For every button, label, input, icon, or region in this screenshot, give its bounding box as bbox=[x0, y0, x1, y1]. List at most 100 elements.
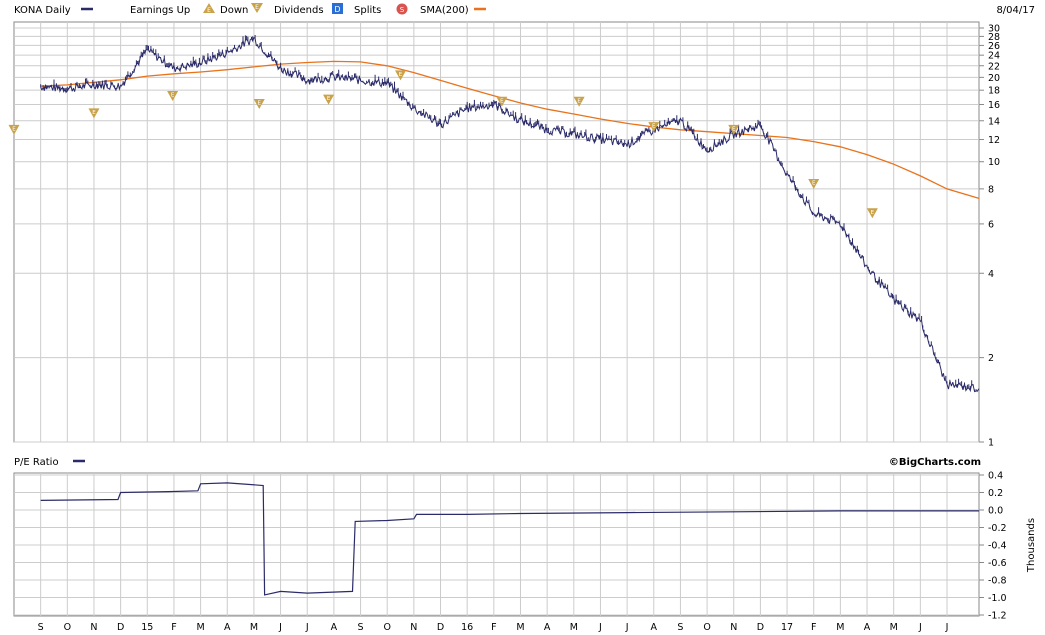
price-y-tick-label: 20 bbox=[988, 73, 1000, 84]
earnings-marker: E bbox=[648, 122, 660, 133]
x-tick-label: J bbox=[598, 622, 602, 633]
price-y-tick-label: 28 bbox=[988, 32, 1000, 43]
earnings-marker-shape bbox=[496, 96, 508, 107]
pe-y-tick-label: -0.4 bbox=[988, 541, 1007, 552]
earnings-marker: E bbox=[88, 108, 100, 119]
price-y-tick-label: 1 bbox=[988, 438, 994, 449]
earnings-marker: E bbox=[866, 208, 878, 219]
earnings-marker-shape bbox=[866, 208, 878, 219]
svg-text:D: D bbox=[334, 5, 340, 14]
x-tick-label: N bbox=[730, 622, 737, 633]
sma-200-line bbox=[40, 60, 980, 200]
pe-y-tick-label: 0.0 bbox=[988, 506, 1003, 517]
x-tick-label: M bbox=[516, 622, 524, 633]
pe-y-axis: 0.4 0.2 0.0 -0.2 -0.4 -0.6 -0.8 -1.0 -1.2 bbox=[979, 471, 1007, 622]
price-y-tick-label: 8 bbox=[988, 184, 994, 195]
price-y-tick-label: 14 bbox=[988, 116, 1000, 127]
x-tick-label: N bbox=[90, 622, 97, 633]
price-y-tick-label: 2 bbox=[988, 353, 994, 364]
earnings-marker-label: E bbox=[399, 72, 403, 78]
earnings-label: Earnings Up bbox=[130, 5, 190, 16]
pe-y-tick-label: -1.0 bbox=[988, 593, 1007, 604]
pe-y-tick-label: 0.4 bbox=[988, 471, 1003, 482]
svg-text:E: E bbox=[255, 4, 259, 11]
pe-grid bbox=[14, 473, 979, 616]
earnings-marker: E bbox=[395, 70, 407, 81]
earnings-marker-label: E bbox=[871, 210, 875, 216]
x-tick-label: D bbox=[757, 622, 764, 633]
pe-y-tick-label: -0.2 bbox=[988, 523, 1007, 534]
x-tick-label: D bbox=[437, 622, 444, 633]
earnings-up-icon: E bbox=[203, 3, 215, 14]
price-y-tick-label: 22 bbox=[988, 61, 1000, 72]
price-y-tick-label: 26 bbox=[988, 41, 1000, 52]
splits-icon: S bbox=[396, 3, 408, 15]
svg-text:E: E bbox=[207, 7, 211, 14]
pe-y-tick-label: -0.6 bbox=[988, 558, 1007, 569]
x-tick-label: J bbox=[945, 622, 949, 633]
price-y-tick-label: 6 bbox=[988, 219, 994, 230]
earnings-marker-shape bbox=[808, 178, 820, 189]
x-tick-label: A bbox=[864, 622, 871, 633]
price-y-tick-label: 10 bbox=[988, 157, 1000, 168]
earnings-marker-label: E bbox=[12, 126, 16, 132]
earnings-marker-label: E bbox=[577, 98, 581, 104]
x-tick-label: O bbox=[703, 622, 710, 633]
ticker-label: KONA Daily bbox=[14, 5, 71, 16]
earnings-marker-label: E bbox=[812, 180, 816, 186]
x-tick-label: M bbox=[197, 622, 205, 633]
earnings-marker-label: E bbox=[652, 124, 656, 130]
x-tick-label: S bbox=[38, 622, 44, 633]
x-tick-label: A bbox=[544, 622, 551, 633]
pe-ratio-line bbox=[40, 482, 979, 596]
earnings-marker-shape bbox=[167, 91, 179, 102]
price-panel bbox=[13, 21, 980, 443]
x-tick-label: M bbox=[570, 622, 578, 633]
x-tick-label: 17 bbox=[781, 622, 793, 633]
price-y-tick-label: 12 bbox=[988, 135, 1000, 146]
price-line bbox=[40, 35, 980, 393]
earnings-marker: E bbox=[808, 178, 820, 189]
x-tick-label: A bbox=[224, 622, 231, 633]
pe-y-tick-label: -1.2 bbox=[988, 611, 1007, 622]
x-tick-label: S bbox=[677, 622, 683, 633]
earnings-marker: E bbox=[167, 91, 179, 102]
earnings-marker-shape bbox=[8, 124, 20, 135]
x-tick-label: J bbox=[625, 622, 629, 633]
price-y-tick-label: 4 bbox=[988, 269, 994, 280]
x-tick-label: J bbox=[278, 622, 282, 633]
x-tick-label: A bbox=[331, 622, 338, 633]
x-tick-label: M bbox=[250, 622, 258, 633]
chart-date: 8/04/17 bbox=[996, 5, 1035, 16]
earnings-marker-shape bbox=[728, 124, 740, 135]
x-tick-label: F bbox=[171, 622, 176, 633]
x-tick-label: D bbox=[117, 622, 124, 633]
earnings-marker-label: E bbox=[327, 96, 331, 102]
price-y-tick-label: 18 bbox=[988, 86, 1000, 97]
splits-label: Splits bbox=[354, 5, 381, 16]
pe-label: P/E Ratio bbox=[14, 457, 59, 468]
x-tick-label: M bbox=[890, 622, 898, 633]
x-tick-label: M bbox=[836, 622, 844, 633]
copyright-label: ©BigCharts.com bbox=[889, 457, 981, 468]
x-tick-label: J bbox=[918, 622, 922, 633]
earnings-marker-label: E bbox=[500, 98, 504, 104]
earnings-marker: E bbox=[253, 99, 265, 110]
x-tick-label: A bbox=[651, 622, 658, 633]
earnings-marker-shape bbox=[648, 122, 660, 133]
earnings-marker-shape bbox=[573, 96, 585, 107]
price-y-tick-label: 24 bbox=[988, 51, 1000, 62]
earnings-marker-shape bbox=[395, 70, 407, 81]
price-y-tick-label: 30 bbox=[988, 24, 1000, 35]
pe-y-tick-label: 0.2 bbox=[988, 488, 1003, 499]
x-tick-label: N bbox=[410, 622, 417, 633]
earnings-marker: E bbox=[496, 96, 508, 107]
x-tick-label: F bbox=[491, 622, 496, 633]
earnings-marker-label: E bbox=[258, 101, 262, 107]
earnings-marker: E bbox=[8, 124, 20, 135]
x-tick-label: F bbox=[811, 622, 816, 633]
earnings-down-icon: E bbox=[251, 3, 263, 13]
